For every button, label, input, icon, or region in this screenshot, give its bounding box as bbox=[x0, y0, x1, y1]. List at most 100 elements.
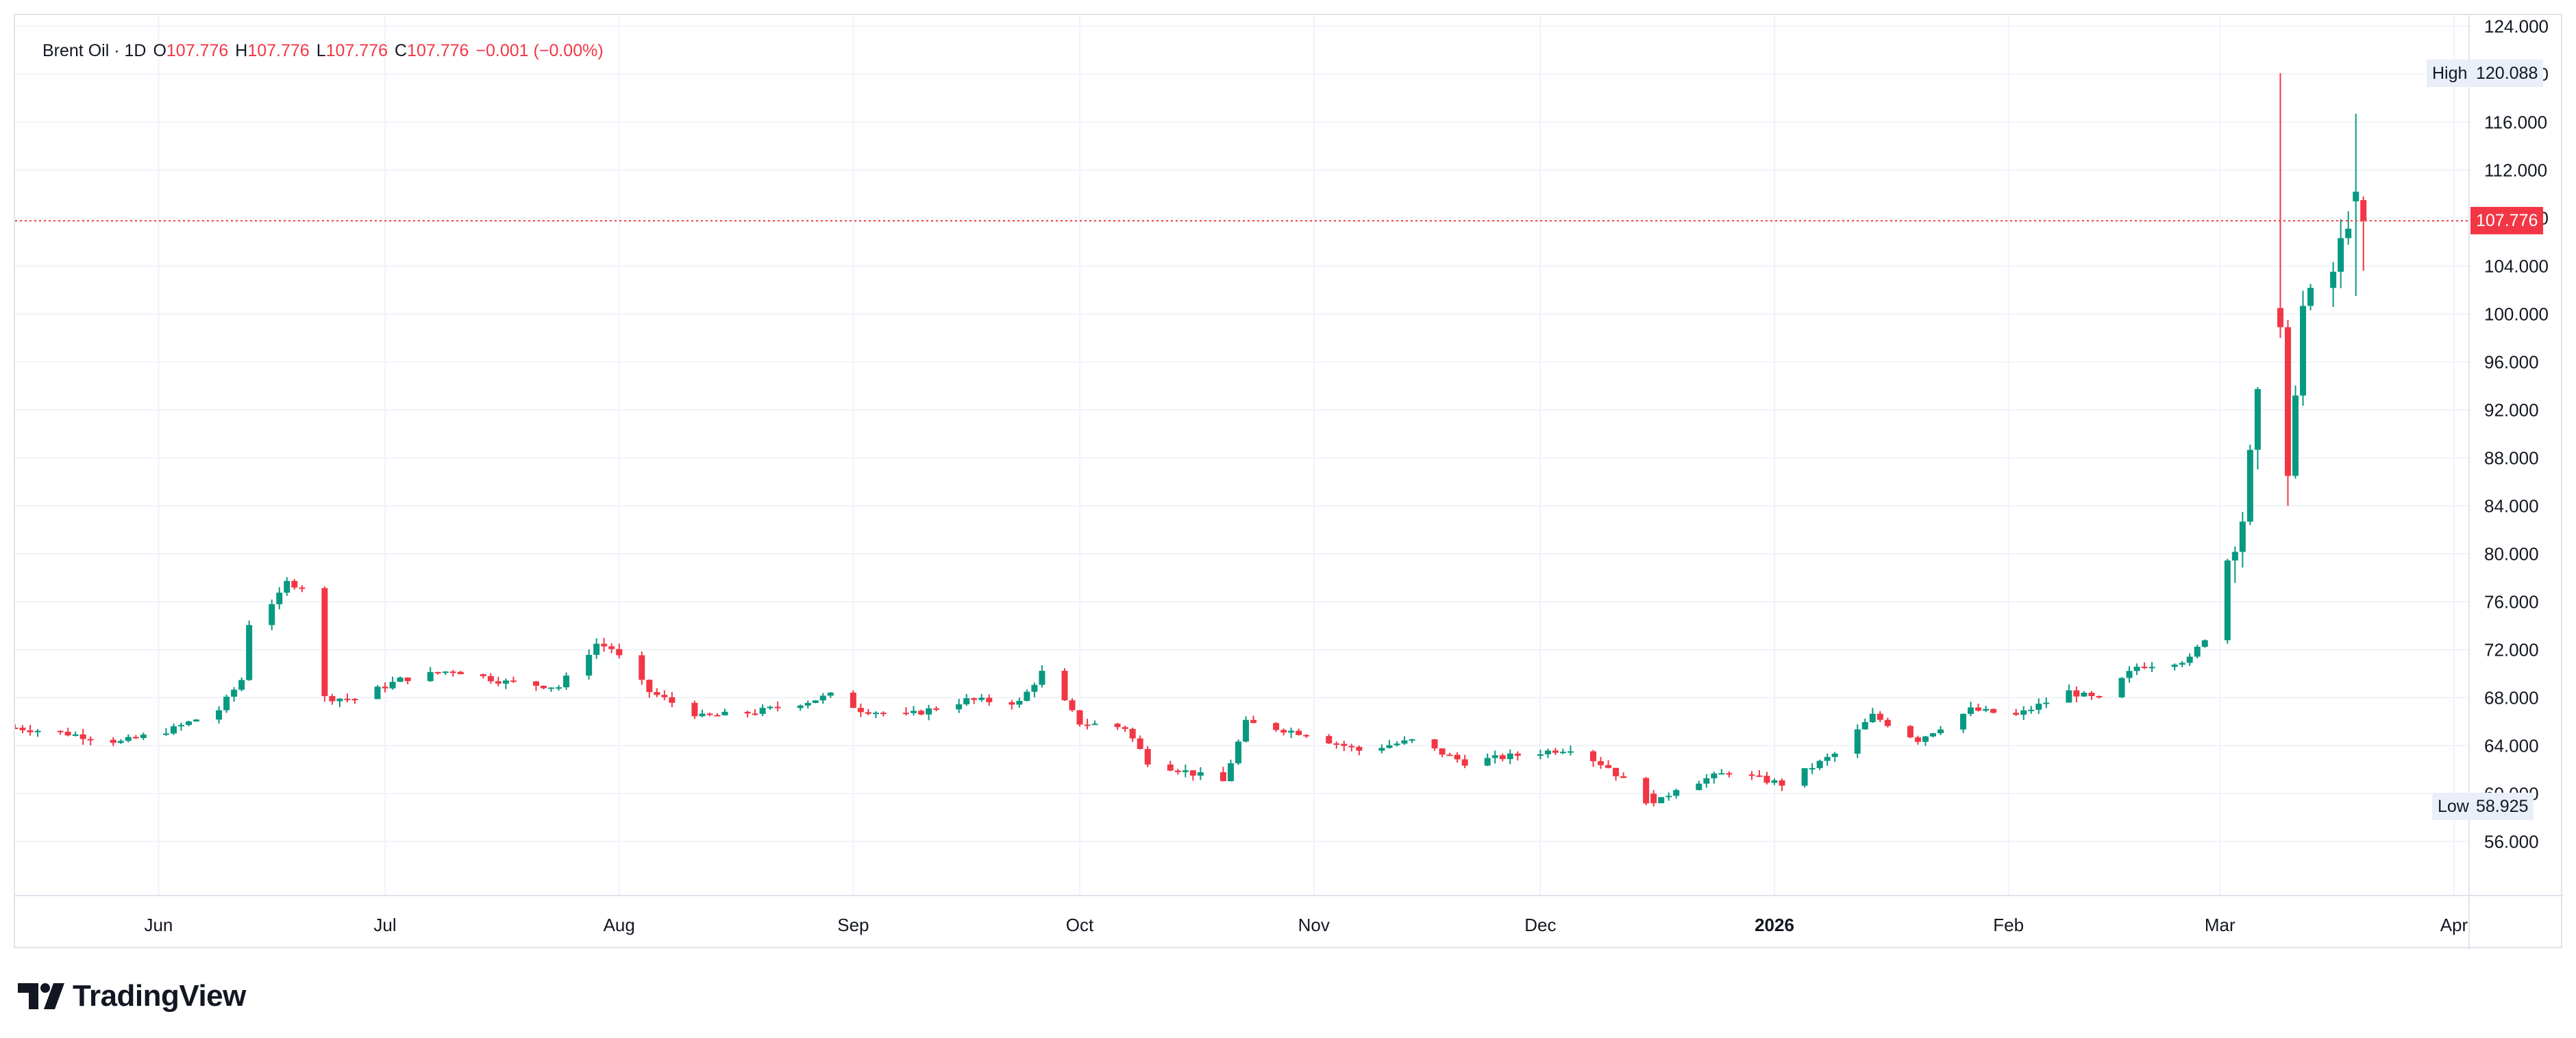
candle-body bbox=[1861, 721, 1868, 730]
candle bbox=[1288, 727, 1295, 739]
candle bbox=[2043, 697, 2050, 708]
candle-body bbox=[2179, 663, 2185, 665]
candle bbox=[1061, 668, 1068, 701]
candle bbox=[639, 651, 645, 685]
time-tick-label: Feb bbox=[1993, 915, 2024, 935]
candle-body bbox=[1296, 730, 1302, 735]
candle-body bbox=[986, 697, 993, 702]
candle bbox=[759, 704, 766, 717]
candle-body bbox=[2088, 693, 2095, 696]
candle-body bbox=[170, 726, 177, 734]
candle bbox=[34, 729, 41, 737]
candle bbox=[1507, 749, 1513, 765]
candle bbox=[1884, 717, 1891, 728]
candle bbox=[1756, 770, 1763, 778]
candle bbox=[2088, 691, 2095, 700]
price-tick-label: 80.000 bbox=[2484, 543, 2539, 564]
candle-body bbox=[759, 708, 766, 714]
candle-body bbox=[616, 649, 623, 656]
candle bbox=[586, 650, 593, 680]
candle bbox=[857, 703, 864, 717]
candle bbox=[110, 737, 116, 747]
candle bbox=[351, 697, 358, 704]
candle-body bbox=[1620, 776, 1627, 778]
candle-body bbox=[804, 702, 811, 706]
candle-body bbox=[1567, 751, 1574, 753]
candle-body bbox=[284, 580, 290, 593]
candle bbox=[2133, 663, 2140, 676]
tradingview-logo[interactable]: TradingView bbox=[18, 976, 246, 1017]
candle bbox=[2307, 284, 2314, 310]
candle-body bbox=[140, 734, 147, 739]
candle bbox=[963, 693, 970, 706]
candle bbox=[911, 706, 917, 716]
candle-body bbox=[2020, 710, 2027, 715]
candle-body bbox=[351, 699, 358, 701]
candle bbox=[382, 682, 388, 693]
candle-body bbox=[2186, 656, 2193, 663]
candle bbox=[1454, 752, 1461, 763]
time-axis: Jun Jul Aug Sep Oct Nov Dec 2026 Feb Mar Apr bbox=[144, 915, 2468, 935]
candle-body bbox=[2300, 306, 2307, 396]
candle bbox=[1711, 771, 1718, 784]
candle-body bbox=[1137, 738, 1143, 750]
candle-body bbox=[299, 587, 306, 589]
price-tick-label: 56.000 bbox=[2484, 831, 2539, 852]
candle bbox=[125, 734, 132, 743]
legend-symbol[interactable]: Brent Oil · 1D bbox=[42, 41, 147, 60]
candle bbox=[170, 724, 177, 735]
time-tick-label: Jun bbox=[144, 915, 173, 935]
candle bbox=[1861, 718, 1868, 730]
candle-body bbox=[1854, 729, 1861, 754]
candle-body bbox=[1801, 768, 1808, 786]
candle bbox=[1537, 750, 1544, 760]
candle-body bbox=[1507, 753, 1513, 759]
candle bbox=[2179, 660, 2185, 667]
candle bbox=[397, 676, 404, 682]
candle-body bbox=[185, 721, 192, 726]
candle-body bbox=[1303, 734, 1310, 737]
candle-body bbox=[1250, 719, 1257, 724]
candle-body bbox=[162, 733, 169, 735]
candle bbox=[1031, 682, 1038, 697]
candle bbox=[986, 694, 993, 706]
candle bbox=[2345, 211, 2352, 245]
candle bbox=[216, 706, 223, 724]
candle bbox=[1189, 770, 1196, 781]
candle bbox=[246, 620, 253, 681]
chart-canvas[interactable]: 124.000120.000116.000112.000108.000104.0… bbox=[15, 15, 2564, 950]
candle bbox=[1174, 769, 1181, 775]
candle bbox=[2194, 644, 2201, 658]
candle-body bbox=[1341, 743, 1348, 746]
candle bbox=[1091, 720, 1098, 726]
candle-body bbox=[1484, 758, 1491, 766]
candle bbox=[2353, 114, 2360, 297]
chart-frame[interactable]: 124.000120.000116.000112.000108.000104.0… bbox=[14, 14, 2564, 950]
legend-low-label: L bbox=[316, 41, 326, 60]
candle bbox=[1922, 735, 1929, 746]
candle bbox=[1990, 708, 1997, 714]
candle-body bbox=[2277, 308, 2283, 328]
candle bbox=[1854, 724, 1861, 758]
candle bbox=[956, 698, 963, 713]
candle bbox=[1273, 722, 1280, 732]
candle bbox=[872, 711, 879, 719]
price-tick-label: 84.000 bbox=[2484, 495, 2539, 516]
candle bbox=[661, 690, 668, 700]
candle bbox=[2028, 706, 2035, 714]
candle bbox=[2118, 677, 2125, 698]
candle-body bbox=[1884, 719, 1891, 726]
candle bbox=[1499, 753, 1506, 762]
candle-body bbox=[691, 702, 698, 717]
candle bbox=[903, 707, 910, 716]
candle-body bbox=[1922, 736, 1929, 742]
candle-body bbox=[389, 682, 396, 689]
candle-body bbox=[1273, 723, 1280, 730]
candle bbox=[276, 587, 283, 610]
legend-low-value: 107.776 bbox=[325, 41, 388, 60]
candle-body bbox=[812, 700, 819, 703]
candle bbox=[193, 719, 200, 722]
candle-body bbox=[797, 705, 804, 708]
price-tick-label: 68.000 bbox=[2484, 687, 2539, 708]
candle-body bbox=[2171, 665, 2178, 667]
